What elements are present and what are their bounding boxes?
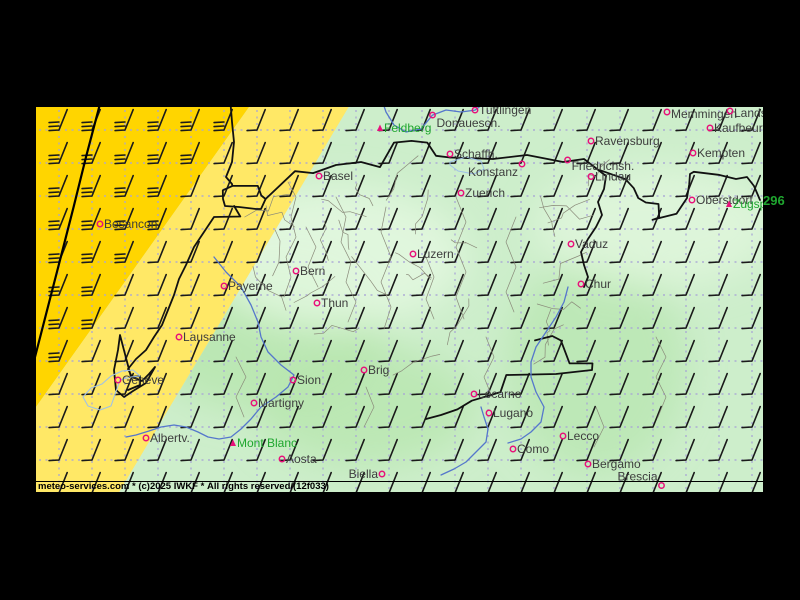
svg-text:Zugspi.: Zugspi.: [733, 197, 763, 211]
svg-text:Ravensburg: Ravensburg: [595, 134, 660, 148]
svg-text:Martigny: Martigny: [258, 396, 304, 410]
svg-text:Chur: Chur: [585, 277, 611, 291]
svg-text:Basel: Basel: [323, 169, 353, 183]
svg-text:Donauesch.: Donauesch.: [437, 116, 501, 130]
svg-text:Zuerich: Zuerich: [465, 186, 505, 200]
svg-text:Luzern: Luzern: [417, 247, 454, 261]
svg-text:Kempten: Kempten: [697, 146, 745, 160]
svg-text:Albertv.: Albertv.: [150, 431, 190, 445]
svg-text:Feldberg: Feldberg: [384, 121, 431, 135]
svg-text:Lugano: Lugano: [493, 406, 533, 420]
svg-text:Lecco: Lecco: [567, 429, 599, 443]
svg-text:Como: Como: [517, 442, 549, 456]
svg-text:Besancon: Besancon: [104, 217, 157, 231]
svg-text:Lausanne: Lausanne: [183, 330, 236, 344]
svg-text:Sion: Sion: [297, 373, 321, 387]
svg-text:Geneve: Geneve: [122, 373, 164, 387]
svg-text:Thun: Thun: [321, 296, 348, 310]
svg-text:Kaufbeuren: Kaufbeuren: [714, 121, 763, 135]
svg-text:Brig: Brig: [368, 363, 389, 377]
svg-text:Schaffh.: Schaffh.: [454, 147, 498, 161]
svg-text:Vaduz: Vaduz: [575, 237, 608, 251]
svg-text:Locarno: Locarno: [478, 387, 522, 401]
svg-text:Bern: Bern: [300, 264, 325, 278]
svg-text:Mont Blanc: Mont Blanc: [237, 436, 297, 450]
svg-text:Konstanz: Konstanz: [468, 165, 518, 179]
svg-text:Landsberg: Landsberg: [734, 107, 763, 120]
svg-text:Tuttlingen: Tuttlingen: [479, 107, 531, 117]
svg-text:Biella: Biella: [349, 467, 379, 481]
svg-text:Aosta: Aosta: [286, 452, 317, 466]
svg-text:Payerne: Payerne: [228, 279, 273, 293]
svg-text:Lindau: Lindau: [595, 170, 631, 184]
